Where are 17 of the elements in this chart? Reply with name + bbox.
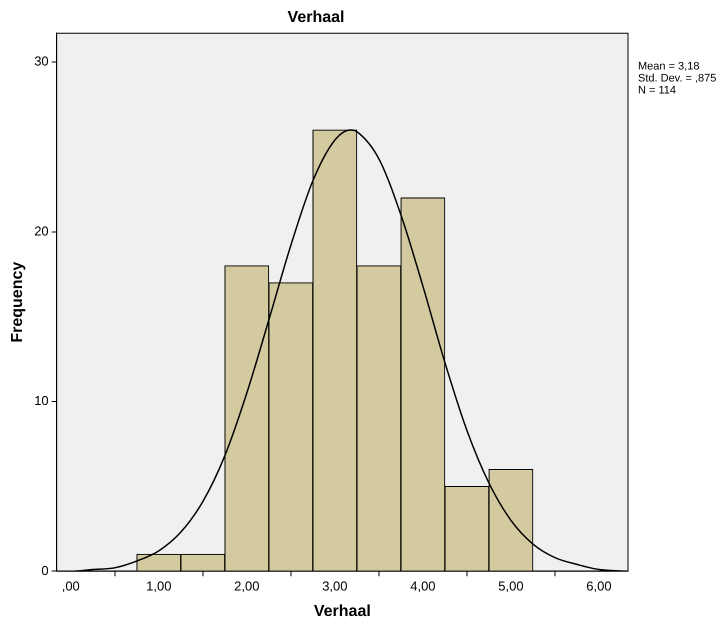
y-tick-label: 20 <box>34 223 49 238</box>
x-tick-label: 4,00 <box>410 578 436 594</box>
text: N = 114 <box>638 84 676 97</box>
text: Mean = 3,18 <box>638 60 700 73</box>
y-tick-label: 0 <box>41 562 49 578</box>
x-tick-label: 5,00 <box>498 578 524 594</box>
x-tick-label: ,00 <box>62 578 80 594</box>
y-axis-title: Frequency <box>9 262 26 343</box>
x-tick-label: 2,00 <box>234 578 260 594</box>
x-tick-label: 1,00 <box>146 578 172 594</box>
chart-title: Verhaal <box>288 9 344 26</box>
y-tick-label: 10 <box>34 393 49 408</box>
text: Std. Dev. = ,875 <box>638 72 716 85</box>
x-tick-label: 3,00 <box>322 578 348 594</box>
y-tick-label: 30 <box>34 54 49 69</box>
x-axis-title: Verhaal <box>314 602 371 620</box>
x-tick-label: 6,00 <box>586 578 612 594</box>
